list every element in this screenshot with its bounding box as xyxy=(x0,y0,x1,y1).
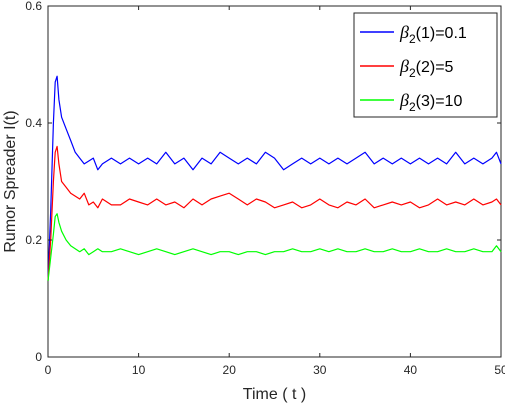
legend-label: (3)=10 xyxy=(416,93,463,110)
legend: β2(1)=0.1β2(2)=5β2(3)=10 xyxy=(353,12,498,118)
y-axis-label: Rumor Spreader I(t) xyxy=(2,110,19,252)
x-tick-label: 10 xyxy=(132,363,146,377)
ticks-layer: 0 10 20 30 40 50 0 0.2 0.4 0.6 xyxy=(25,0,505,377)
series-line-3 xyxy=(47,213,502,281)
legend-subscript: 2 xyxy=(409,66,416,80)
x-tick-label: 0 xyxy=(45,363,52,377)
legend-symbol: β xyxy=(399,56,409,76)
x-tick-label: 20 xyxy=(223,363,237,377)
x-tick-label: 30 xyxy=(313,363,327,377)
series-line-2 xyxy=(47,145,502,281)
x-axis-label: Time ( t ) xyxy=(243,386,306,403)
legend-symbol: β xyxy=(399,22,409,42)
y-tick-label: 0.4 xyxy=(25,116,42,130)
legend-subscript: 2 xyxy=(409,100,416,114)
legend-label: (2)=5 xyxy=(416,59,454,76)
y-tick-label: 0.6 xyxy=(25,0,42,13)
series-layer xyxy=(47,75,502,281)
legend-entry-2: β2(2)=5 xyxy=(399,56,454,80)
legend-label: (1)=0.1 xyxy=(416,25,467,42)
legend-entry-3: β2(3)=10 xyxy=(399,90,462,114)
legend-subscript: 2 xyxy=(409,32,416,46)
series-line-1 xyxy=(47,75,502,281)
y-tick-label: 0.2 xyxy=(25,233,42,247)
legend-entry-1: β2(1)=0.1 xyxy=(399,22,467,46)
y-tick-label: 0 xyxy=(35,350,42,364)
legend-symbol: β xyxy=(399,90,409,110)
x-tick-label: 40 xyxy=(404,363,418,377)
x-tick-label: 50 xyxy=(494,363,505,377)
